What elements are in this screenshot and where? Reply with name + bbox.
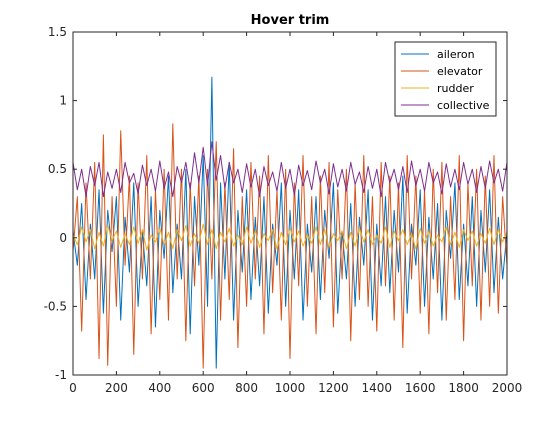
x-axis-ticks: 0 200 400 600 800 1000 1200 1400 1600 1800 2000 <box>69 32 522 395</box>
y-tick-label: 1.5 <box>48 25 67 39</box>
x-tick-label: 2000 <box>492 381 523 395</box>
y-tick-label: -0.5 <box>44 299 67 313</box>
series-line-rudder <box>72 223 508 251</box>
y-tick-label: -1 <box>55 368 67 382</box>
y-tick-label: 0.5 <box>48 162 67 176</box>
chart-title: Hover trim <box>251 13 330 28</box>
y-axis-ticks: -1 -0.5 0 0.5 1 1.5 <box>44 25 507 382</box>
legend-label-collective: collective <box>437 99 490 112</box>
x-tick-label: 1200 <box>318 381 349 395</box>
y-tick-label: 1 <box>59 94 67 108</box>
y-tick-label: 0 <box>59 231 67 245</box>
series-layer <box>72 76 508 369</box>
series-line-elevator <box>72 123 508 369</box>
x-tick-label: 1800 <box>448 381 479 395</box>
x-tick-label: 600 <box>192 381 215 395</box>
x-tick-label: 0 <box>69 381 77 395</box>
x-tick-label: 400 <box>148 381 171 395</box>
x-tick-label: 1600 <box>405 381 436 395</box>
x-tick-label: 1000 <box>275 381 306 395</box>
x-tick-label: 800 <box>235 381 258 395</box>
series-line-aileron <box>72 76 508 369</box>
legend-label-elevator: elevator <box>437 65 483 78</box>
legend: aileron elevator rudder collective <box>394 41 497 117</box>
series-line-collective <box>72 141 508 198</box>
x-tick-label: 200 <box>105 381 128 395</box>
legend-label-rudder: rudder <box>437 82 474 95</box>
x-tick-label: 1400 <box>362 381 393 395</box>
legend-label-aileron: aileron <box>437 48 475 61</box>
